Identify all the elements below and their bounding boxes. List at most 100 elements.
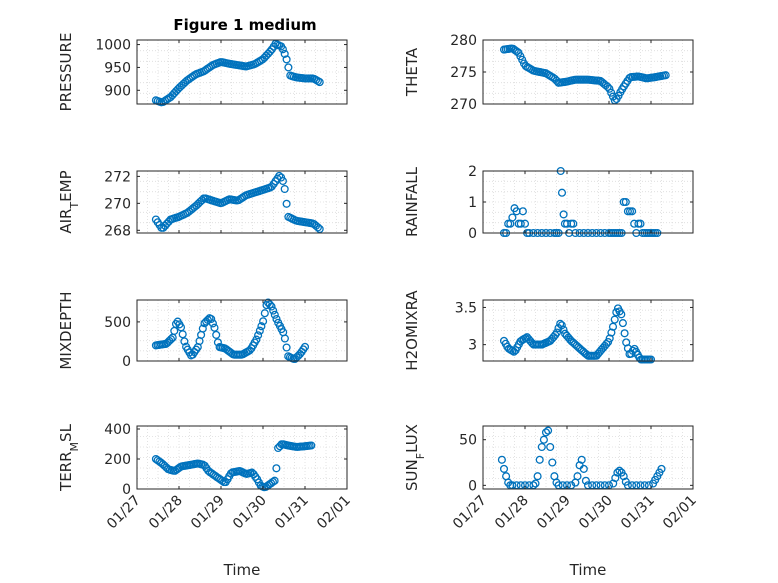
data-point [267,302,276,311]
y-tick-label: 50 [459,433,477,449]
y-tick-label: 3.5 [455,300,477,316]
x-axis-label: Time [223,561,261,579]
y-tick-label: 200 [104,452,131,468]
y-tick-label: 0 [468,478,477,494]
data-point [557,321,566,330]
data-point [260,309,269,318]
data-point [516,219,525,228]
data-point [497,455,506,464]
data-point [628,346,637,355]
data-point [608,322,618,331]
data-point [548,458,557,467]
data-point [611,473,620,483]
y-tick-label: 0 [122,354,131,370]
y-axis-label-subscript: T [68,202,81,210]
axes-box [136,170,348,234]
data-point [579,464,588,473]
data-point [661,71,670,80]
data-point [315,224,324,234]
y-axis-label-main: AIR [57,209,75,234]
figure-title: Figure 1 medium [173,16,316,34]
y-tick-label: 0 [122,482,131,498]
data-point [520,219,530,228]
y-tick-label: 268 [104,223,131,239]
data-point [270,476,279,485]
data-point [280,184,289,194]
data-point [259,317,268,326]
y-axis-label: SUNFLUX [403,424,427,491]
y-tick-label: 275 [450,65,477,81]
data-point [533,472,542,481]
data-point [531,479,540,488]
data-point [541,428,551,437]
data-point [621,197,630,207]
data-point [535,455,544,464]
data-point [603,82,612,91]
subplot-mixdepth: 0 500 MIXDEPTH [57,291,348,370]
data-point [166,335,176,344]
data-point [518,207,527,216]
data-point [569,219,578,228]
y-axis-label: H2OMIXRA [403,290,421,371]
data-point [252,335,261,344]
data-point [508,213,517,222]
axes-box [136,425,348,490]
data-point [315,78,324,87]
axes-box [136,39,348,105]
data-point [636,219,645,228]
y-tick-label: 280 [450,33,477,49]
y-tick-label: 1000 [95,38,131,54]
y-axis-label-main: H2OMIXRA [403,290,421,371]
y-axis-label-subscript: F [414,453,427,459]
subplot-h2omixra: 3 3.5 H2OMIXRA [403,290,694,371]
data-point [605,84,614,93]
data-point [208,319,217,328]
y-axis-label: MIXDEPTH [57,291,75,369]
data-point [559,325,568,334]
y-axis-label-main: TERR [57,451,75,492]
subplot-air-temp: 268 270 272 AIRTEMP [57,169,348,239]
data-point [557,188,567,197]
y-tick-label: 2 [468,164,477,180]
subplot-pressure: 900 950 1000 PRESSURE [57,33,348,111]
x-axis-label: Time [569,561,607,579]
data-point [280,334,289,343]
y-axis-label: THETA [403,47,421,97]
data-point [559,210,568,219]
data-point [282,55,291,64]
data-point [620,329,629,338]
y-tick-label: 270 [450,97,477,113]
data-point [210,323,219,332]
data-point [657,464,666,473]
data-point [254,331,263,340]
data-point [537,442,546,452]
y-axis-label-suffix: EMP [57,170,75,201]
data-point [607,88,616,97]
data-point [180,337,189,346]
data-point [577,455,586,464]
data-point [280,49,289,58]
axes-box [136,299,348,362]
subplot-theta: 270 275 280 THETA [403,33,694,113]
data-point [198,324,207,333]
data-point [646,355,656,364]
y-tick-label: 1 [468,195,477,211]
y-axis-label-suffix: LUX [403,424,421,453]
data-point [617,310,626,319]
data-point [552,328,561,337]
y-tick-label: 900 [104,83,131,99]
data-point [212,330,221,339]
axes-box [482,299,694,362]
data-point [556,319,565,328]
data-point [612,308,621,317]
data-point [615,466,624,475]
y-axis-label-subscript: M [68,442,81,452]
y-tick-label: 500 [104,315,131,331]
data-point [269,306,278,315]
data-point [546,442,555,452]
y-axis-label: AIRTEMP [57,170,81,233]
y-axis-label: TERRMSL [57,423,81,492]
data-point [313,223,322,232]
y-axis-label-main: MIXDEPTH [57,291,75,369]
data-point [275,171,284,180]
